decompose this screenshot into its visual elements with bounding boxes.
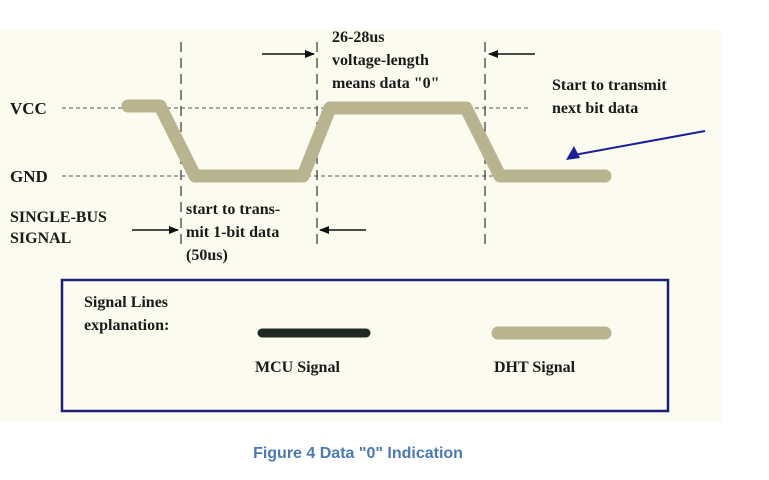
single-bus-label-line1: SINGLE-BUS	[10, 209, 107, 226]
high-pulse-text-line1: 26-28us	[332, 29, 384, 46]
gnd-label: GND	[10, 167, 48, 186]
dht-signal-label: DHT Signal	[494, 359, 576, 376]
next-bit-pointer-line	[573, 130, 706, 156]
legend-box	[60, 278, 670, 413]
mcu-signal-label: MCU Signal	[255, 359, 340, 376]
low-pulse-text-line1: start to trans-	[186, 201, 280, 218]
diagram-background	[0, 30, 722, 422]
legend-title-line1: Signal Lines	[84, 294, 168, 311]
next-bit-pointer-head	[566, 146, 580, 160]
high-pulse-text-line2: voltage-length	[332, 52, 429, 69]
high-pulse-text-line3: means data "0"	[332, 75, 440, 92]
single-bus-label-line2: SIGNAL	[10, 230, 71, 247]
next-bit-text-line1: Start to transmit	[552, 77, 667, 94]
vcc-label: VCC	[10, 99, 47, 118]
figure-caption: Figure 4 Data "0" Indication	[253, 445, 463, 462]
low-pulse-text-line3: (50us)	[186, 247, 228, 264]
next-bit-text-line2: next bit data	[552, 100, 638, 117]
legend-title-line2: explanation:	[84, 317, 169, 334]
low-pulse-text-line2: mit 1-bit data	[186, 224, 279, 241]
dht-signal-waveform	[121, 99, 612, 183]
